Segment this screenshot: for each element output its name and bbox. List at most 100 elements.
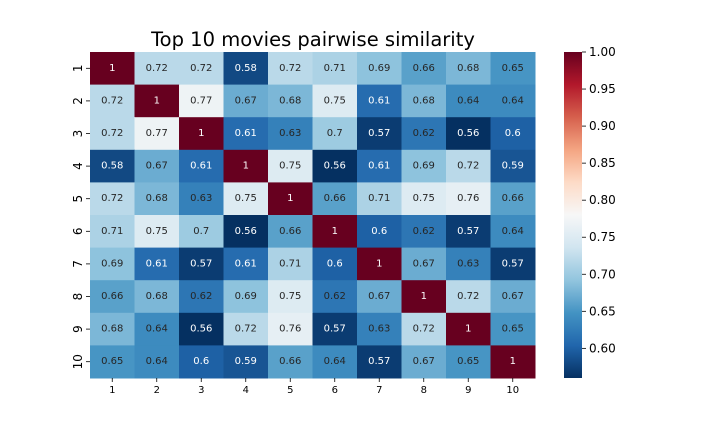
heatmap-cell <box>312 312 358 346</box>
cell-value-label: 0.59 <box>235 356 257 367</box>
heatmap-cell <box>179 312 224 346</box>
cell-value-label: 1 <box>198 128 204 139</box>
cell-value-label: 0.77 <box>190 95 212 106</box>
y-tick-label: 7 <box>71 260 85 268</box>
heatmap-cell <box>446 52 491 86</box>
cell-value-label: 0.57 <box>368 356 390 367</box>
heatmap-cell <box>357 345 402 379</box>
heatmap-cell <box>223 117 269 151</box>
x-tick-label: 9 <box>465 385 471 396</box>
heatmap-cell <box>179 215 224 249</box>
cell-value-label: 0.69 <box>235 291 257 302</box>
heatmap-cell <box>179 280 224 314</box>
heatmap-cell <box>179 117 224 151</box>
x-tick-label: 10 <box>506 385 519 396</box>
cell-value-label: 0.63 <box>368 324 390 335</box>
heatmap-cell <box>268 345 313 379</box>
heatmap-cell <box>179 247 224 281</box>
cell-value-label: 0.58 <box>101 161 123 172</box>
cell-value-label: 0.56 <box>457 128 479 139</box>
cell-value-label: 0.65 <box>457 356 479 367</box>
heatmap-cell <box>490 117 536 151</box>
heatmap-cell <box>268 247 313 281</box>
cell-value-label: 0.61 <box>146 258 168 269</box>
heatmap-cell <box>446 84 491 118</box>
cell-value-label: 0.72 <box>101 193 123 204</box>
x-tick-label: 3 <box>198 385 204 396</box>
cell-value-label: 0.61 <box>368 161 390 172</box>
heatmap-cell <box>357 149 402 183</box>
cell-value-label: 0.75 <box>413 193 435 204</box>
heatmap-cell <box>490 312 536 346</box>
heatmap-cell <box>401 117 447 151</box>
colorbar-tick-label: 0.80 <box>589 193 616 207</box>
heatmap-cell <box>223 84 269 118</box>
y-tick-label: 10 <box>71 354 85 369</box>
y-tick-label: 6 <box>71 227 85 235</box>
heatmap-cell-labels: 1 0.72 0.72 0.58 0.72 0.71 0.69 0.66 0.68 0.650.7… <box>101 63 524 367</box>
cell-value-label: 0.72 <box>279 63 301 74</box>
cell-value-label: 0.69 <box>368 63 390 74</box>
heatmap-cell <box>134 149 180 183</box>
heatmap-cell <box>357 117 402 151</box>
chart-title: Top 10 movies pairwise similarity <box>150 28 475 51</box>
cell-value-label: 0.71 <box>324 63 346 74</box>
heatmap-cell <box>401 215 447 249</box>
heatmap-cell <box>312 52 358 86</box>
y-tick-label: 3 <box>71 130 85 138</box>
heatmap-cell <box>134 182 180 216</box>
heatmap-cell <box>401 52 447 86</box>
heatmap-cell <box>490 149 536 183</box>
cell-value-label: 0.68 <box>146 291 168 302</box>
colorbar-tick-label: 0.60 <box>589 341 616 355</box>
heatmap-cell <box>357 52 402 86</box>
cell-value-label: 0.72 <box>101 128 123 139</box>
colorbar-tick-label: 0.85 <box>589 156 616 170</box>
cell-value-label: 0.6 <box>371 226 387 237</box>
heatmap-cell <box>134 247 180 281</box>
heatmap-cell <box>446 312 491 346</box>
heatmap-cell <box>357 247 402 281</box>
cell-value-label: 0.63 <box>279 128 301 139</box>
heatmap-cell <box>357 280 402 314</box>
heatmap-cell <box>223 215 269 249</box>
heatmap-cell <box>446 280 491 314</box>
heatmap-cell <box>446 117 491 151</box>
cell-value-label: 0.72 <box>235 324 257 335</box>
heatmap-cell <box>134 280 180 314</box>
heatmap-cell <box>223 280 269 314</box>
cell-value-label: 0.57 <box>324 324 346 335</box>
heatmap-cell <box>312 84 358 118</box>
cell-value-label: 0.56 <box>190 324 212 335</box>
heatmap-cell <box>268 117 313 151</box>
cell-value-label: 0.57 <box>502 258 524 269</box>
x-tick-label: 8 <box>421 385 427 396</box>
cell-value-label: 1 <box>243 161 249 172</box>
heatmap-cell <box>268 52 313 86</box>
heatmap-cell <box>401 312 447 346</box>
heatmap-cell <box>446 247 491 281</box>
cell-value-label: 0.71 <box>368 193 390 204</box>
heatmap-cell <box>179 345 224 379</box>
heatmap-cell <box>401 182 447 216</box>
colorbar-tick-label: 0.75 <box>589 230 616 244</box>
cell-value-label: 0.75 <box>324 95 346 106</box>
heatmap-cell <box>223 312 269 346</box>
cell-value-label: 0.7 <box>193 226 209 237</box>
heatmap-cell <box>223 345 269 379</box>
colorbar-tick-label: 0.65 <box>589 304 616 318</box>
cell-value-label: 0.69 <box>413 161 435 172</box>
cell-value-label: 0.68 <box>457 63 479 74</box>
cell-value-label: 0.64 <box>502 95 524 106</box>
cell-value-label: 0.61 <box>368 95 390 106</box>
heatmap-cell <box>312 345 358 379</box>
heatmap-cell <box>90 312 135 346</box>
cell-value-label: 0.75 <box>279 291 301 302</box>
heatmap-cell <box>90 345 135 379</box>
heatmap-cell <box>401 84 447 118</box>
heatmap-cell <box>134 84 180 118</box>
heatmap-cell <box>268 84 313 118</box>
cell-value-label: 0.59 <box>502 161 524 172</box>
heatmap-cell <box>268 182 313 216</box>
